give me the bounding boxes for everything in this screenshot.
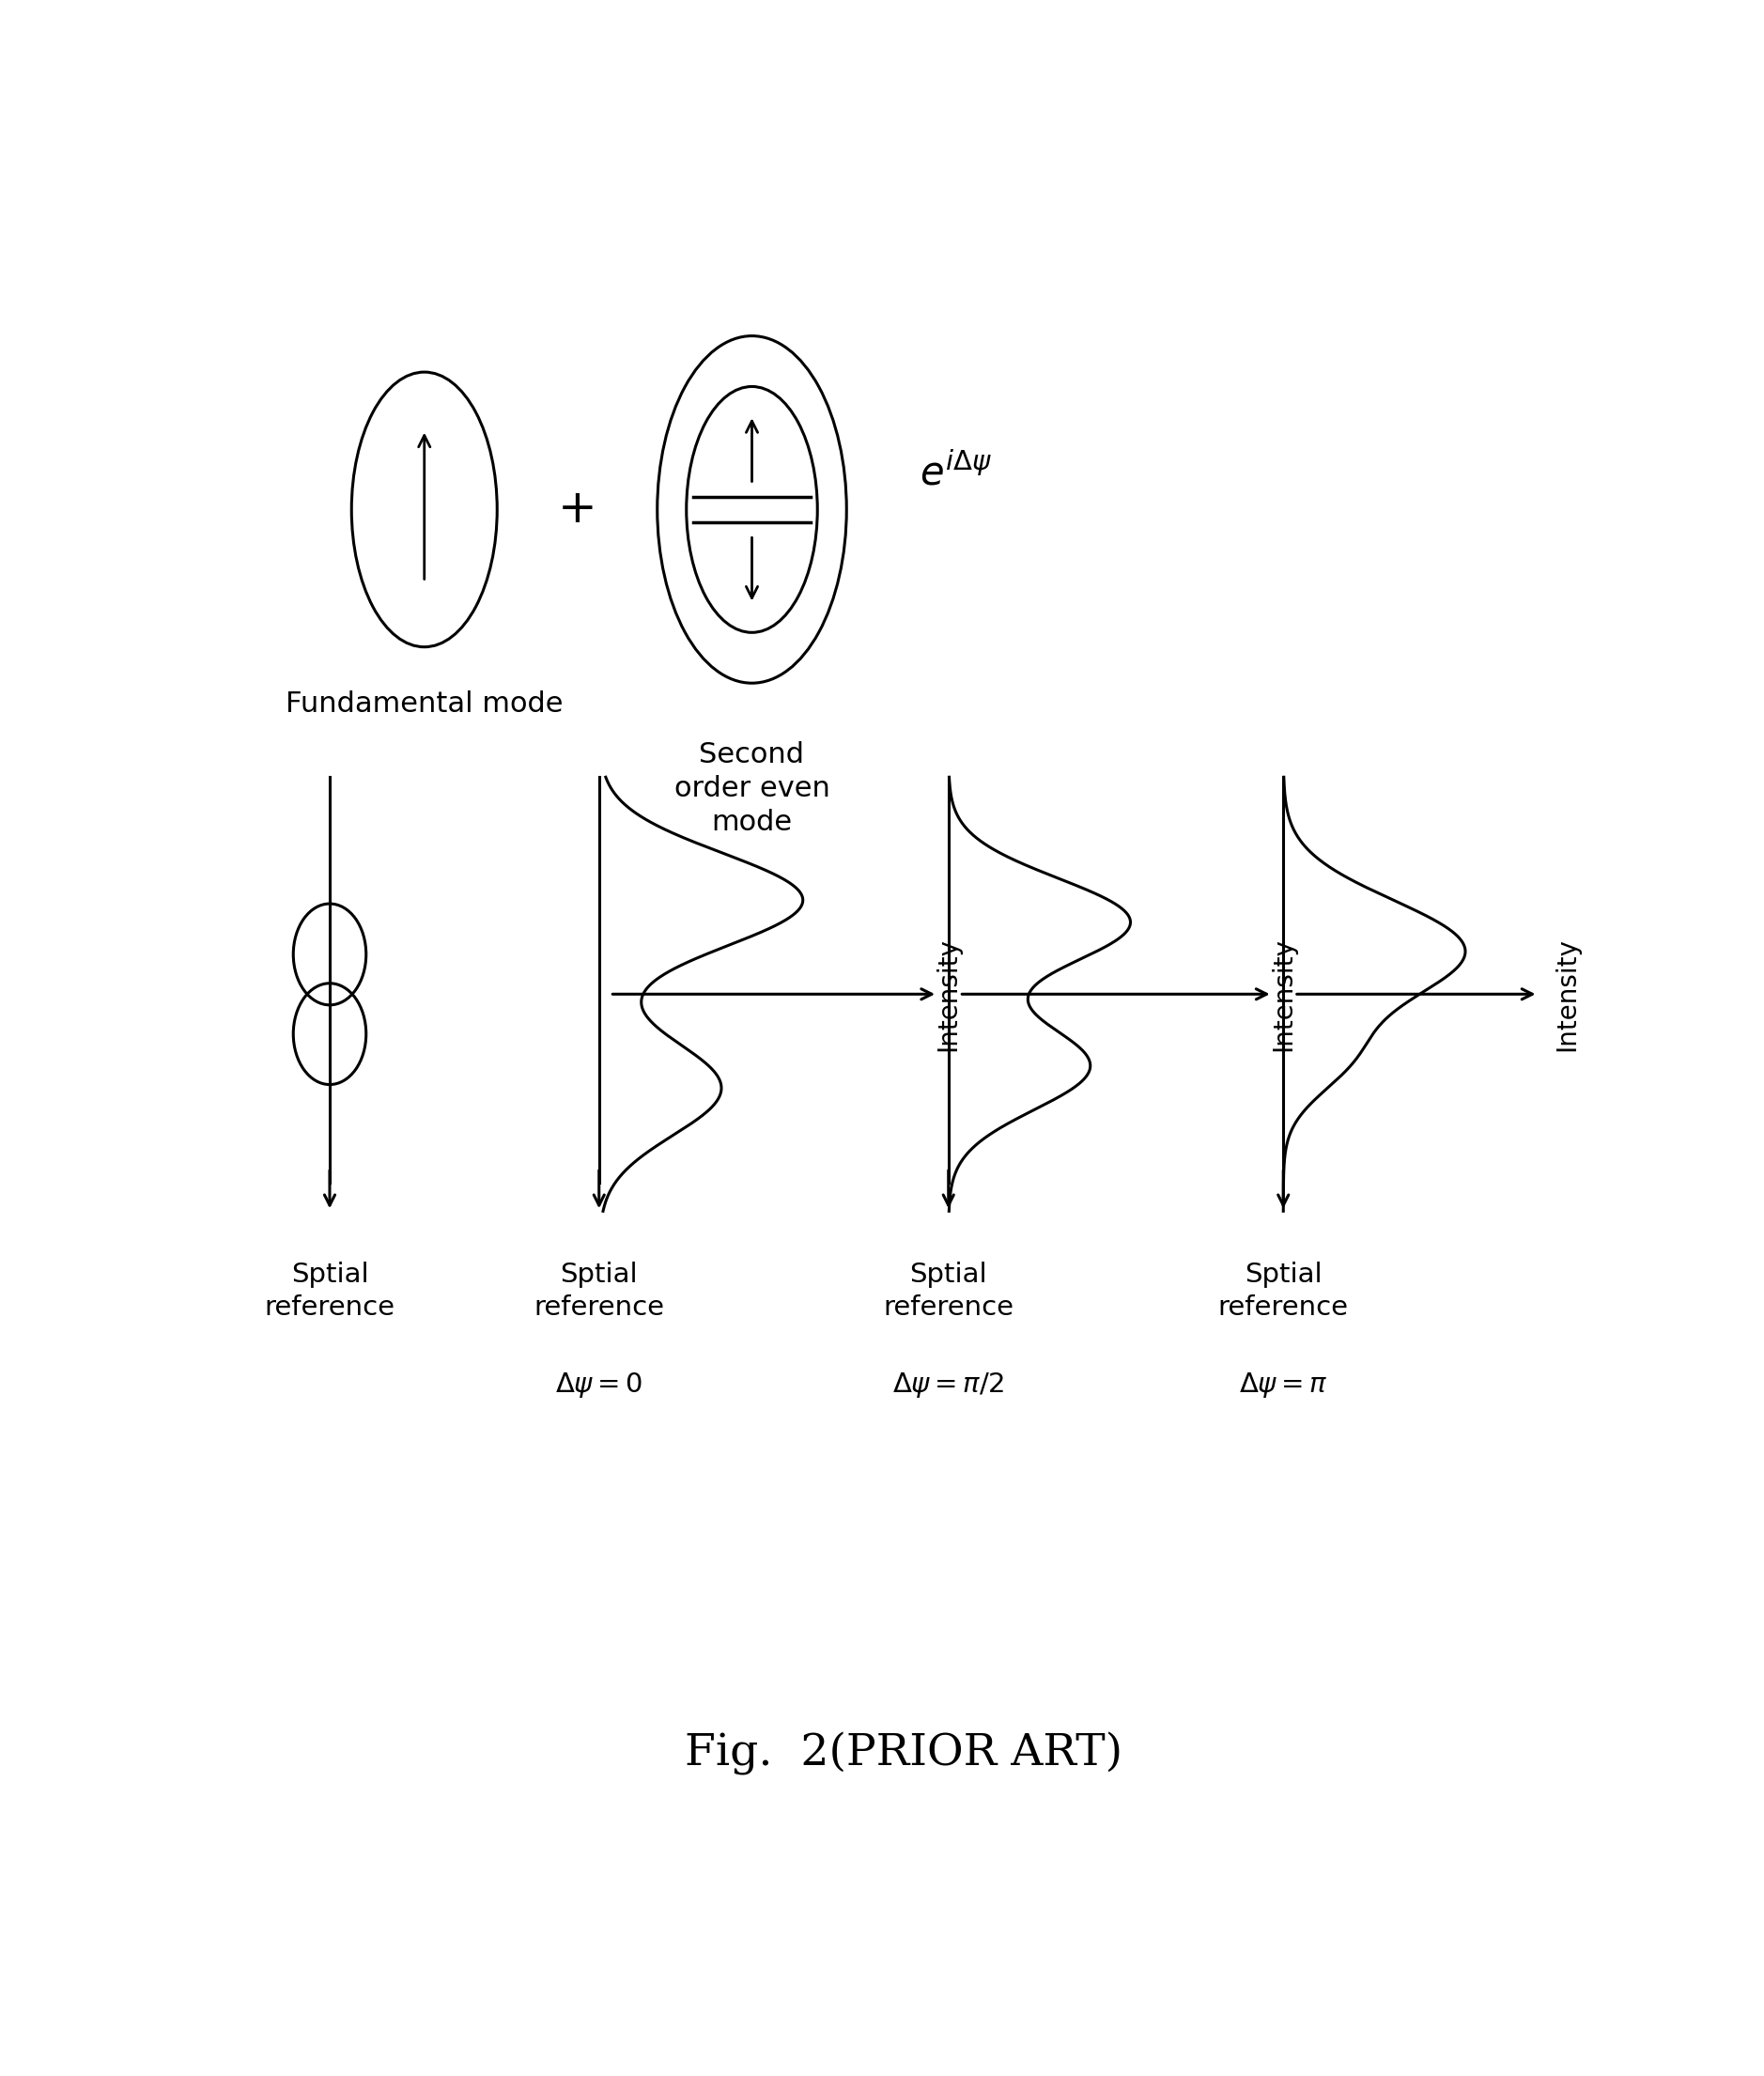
Text: $e^{i\Delta\psi}$: $e^{i\Delta\psi}$ [919, 453, 991, 494]
Text: Second
order even
mode: Second order even mode [674, 741, 829, 837]
Text: Intensity: Intensity [935, 938, 961, 1050]
Text: Fundamental mode: Fundamental mode [286, 691, 563, 718]
Text: $\Delta\psi=0$: $\Delta\psi=0$ [556, 1370, 642, 1399]
Text: +: + [557, 488, 596, 531]
Text: Sptial
reference: Sptial reference [534, 1262, 665, 1320]
Text: $\Delta\psi=\pi$: $\Delta\psi=\pi$ [1238, 1370, 1328, 1399]
Text: Fig.  2(PRIOR ART): Fig. 2(PRIOR ART) [684, 1731, 1124, 1775]
Text: Intensity: Intensity [1554, 938, 1581, 1050]
Text: Sptial
reference: Sptial reference [884, 1262, 1014, 1320]
Text: Sptial
reference: Sptial reference [1217, 1262, 1349, 1320]
Text: Intensity: Intensity [1270, 938, 1297, 1050]
Text: Sptial
reference: Sptial reference [265, 1262, 395, 1320]
Text: $\Delta\psi=\pi/2$: $\Delta\psi=\pi/2$ [893, 1370, 1004, 1399]
